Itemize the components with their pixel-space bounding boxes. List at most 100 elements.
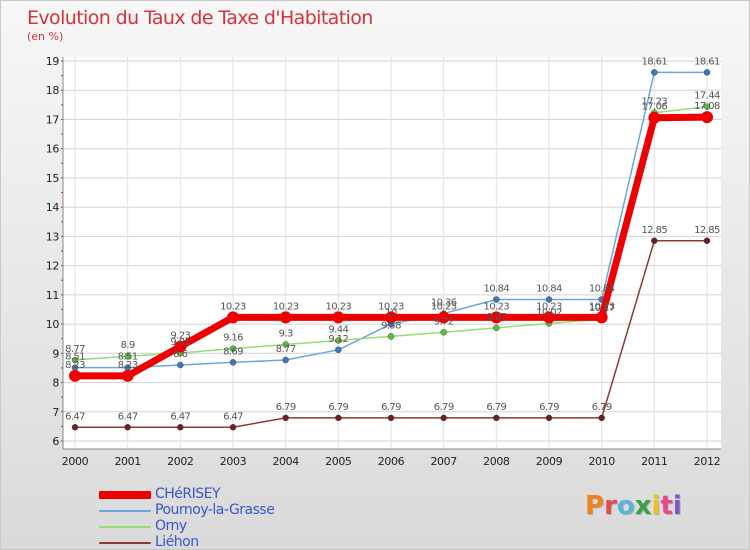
data-label-liehon: 6.79: [434, 402, 454, 413]
legend-swatch: [99, 491, 151, 499]
legend-label: Orny: [155, 518, 187, 534]
data-label-orny: 9.87: [486, 312, 506, 323]
data-point-pournoy-la-grasse: [177, 361, 184, 369]
logo-letter: x: [634, 491, 652, 521]
legend-swatch: [99, 510, 151, 512]
data-point-liehon: [124, 424, 131, 431]
data-point-liehon: [440, 414, 447, 422]
data-label-cherisey: 10.23: [589, 301, 615, 312]
data-point-liehon: [545, 414, 553, 422]
data-label-pournoy-la-grasse: 10.84: [484, 284, 510, 295]
data-point-cherisey: [227, 311, 239, 324]
data-label-cherisey: 10.23: [378, 301, 404, 312]
data-label-orny: 9.44: [328, 324, 348, 335]
x-tick-label: 2008: [483, 455, 510, 468]
x-tick-label: 2001: [114, 455, 140, 468]
y-tick-label: 16: [46, 143, 60, 156]
data-label-orny: 10.02: [536, 307, 562, 318]
data-label-pournoy-la-grasse: 10.84: [536, 284, 562, 295]
x-tick-label: 2000: [62, 455, 89, 468]
data-label-orny: 8.77: [65, 344, 85, 355]
data-point-liehon: [493, 414, 500, 422]
data-label-cherisey: 10.23: [220, 301, 246, 312]
x-tick-label: 2002: [167, 455, 193, 468]
y-tick-label: 12: [46, 260, 59, 273]
data-point-liehon: [229, 424, 237, 431]
x-tick-label: 2011: [641, 455, 667, 468]
data-label-liehon: 6.79: [381, 402, 401, 413]
data-point-orny: [335, 337, 342, 344]
data-point-cherisey: [121, 369, 134, 382]
logo-letter: P: [585, 491, 605, 521]
data-label-cherisey: 17.08: [694, 101, 720, 112]
data-point-liehon: [651, 237, 658, 245]
data-label-pournoy-la-grasse: 9.12: [328, 334, 348, 345]
data-label-liehon: 6.79: [486, 402, 506, 413]
data-point-cherisey: [648, 111, 661, 124]
data-point-orny: [229, 345, 237, 352]
data-point-cherisey: [543, 311, 555, 324]
data-label-cherisey: 10.23: [431, 301, 457, 312]
data-label-orny: 17.23: [642, 97, 668, 108]
data-label-liehon: 6.79: [539, 402, 559, 413]
data-point-orny: [124, 352, 131, 360]
data-point-orny: [440, 329, 447, 336]
data-point-pournoy-la-grasse: [651, 69, 658, 76]
logo-letter: o: [616, 491, 635, 521]
data-point-pournoy-la-grasse: [282, 356, 289, 364]
data-label-orny: 9.72: [434, 316, 454, 327]
y-tick-label: 8: [52, 377, 59, 390]
data-label-liehon: 6.79: [328, 402, 348, 413]
y-tick-label: 7: [52, 406, 59, 419]
data-label-orny: 9.3: [279, 329, 293, 340]
data-point-orny: [703, 103, 711, 110]
data-label-cherisey: 8.23: [118, 360, 138, 371]
x-tick-label: 2012: [694, 455, 720, 468]
data-point-pournoy-la-grasse: [335, 346, 342, 354]
data-label-liehon: 6.79: [276, 402, 296, 413]
data-label-pournoy-la-grasse: 8.69: [223, 346, 243, 357]
data-point-cherisey: [701, 111, 713, 124]
data-label-pournoy-la-grasse: 10.36: [431, 298, 457, 309]
data-label-pournoy-la-grasse: 18.61: [694, 56, 720, 67]
data-label-orny: 9.01: [170, 337, 190, 348]
y-tick-label: 18: [46, 84, 60, 97]
legend-swatch: [99, 542, 151, 544]
data-label-orny: 9.58: [381, 320, 401, 331]
data-point-orny: [387, 333, 395, 340]
data-point-cherisey: [490, 311, 503, 324]
data-label-pournoy-la-grasse: 10.84: [589, 284, 615, 295]
data-point-pournoy-la-grasse: [545, 296, 553, 303]
data-label-orny: 8.9: [121, 340, 135, 351]
data-label-liehon: 6.47: [65, 411, 85, 422]
legend-label: CHéRISEY: [155, 486, 221, 502]
data-label-liehon: 6.47: [170, 411, 190, 422]
data-label-pournoy-la-grasse: 8.51: [118, 352, 138, 363]
proxiti-logo: Proxiti: [585, 491, 682, 521]
x-tick-label: 2007: [430, 455, 457, 468]
y-tick-label: 19: [46, 55, 60, 68]
data-label-liehon: 12.85: [642, 225, 668, 236]
data-label-liehon: 6.47: [118, 411, 138, 422]
data-label-liehon: 6.79: [592, 402, 612, 413]
data-point-cherisey: [69, 369, 81, 382]
data-label-liehon: 6.47: [223, 411, 243, 422]
x-tick-label: 2003: [220, 455, 247, 468]
x-tick-label: 2005: [325, 455, 352, 468]
data-label-orny: 9.16: [223, 333, 243, 344]
data-point-cherisey: [174, 340, 187, 353]
data-label-orny: 10.17: [589, 303, 615, 314]
y-tick-label: 10: [46, 318, 60, 331]
plot-area: [63, 57, 721, 449]
data-point-liehon: [177, 424, 184, 431]
data-point-cherisey: [437, 311, 450, 324]
x-tick-label: 2010: [588, 455, 615, 468]
data-label-pournoy-la-grasse: 8.6: [173, 349, 187, 360]
data-label-pournoy-la-grasse: 8.77: [276, 344, 296, 355]
data-point-cherisey: [595, 311, 608, 324]
x-tick-label: 2004: [272, 455, 299, 468]
x-tick-label: 2006: [378, 455, 405, 468]
y-tick-label: 15: [46, 172, 60, 185]
